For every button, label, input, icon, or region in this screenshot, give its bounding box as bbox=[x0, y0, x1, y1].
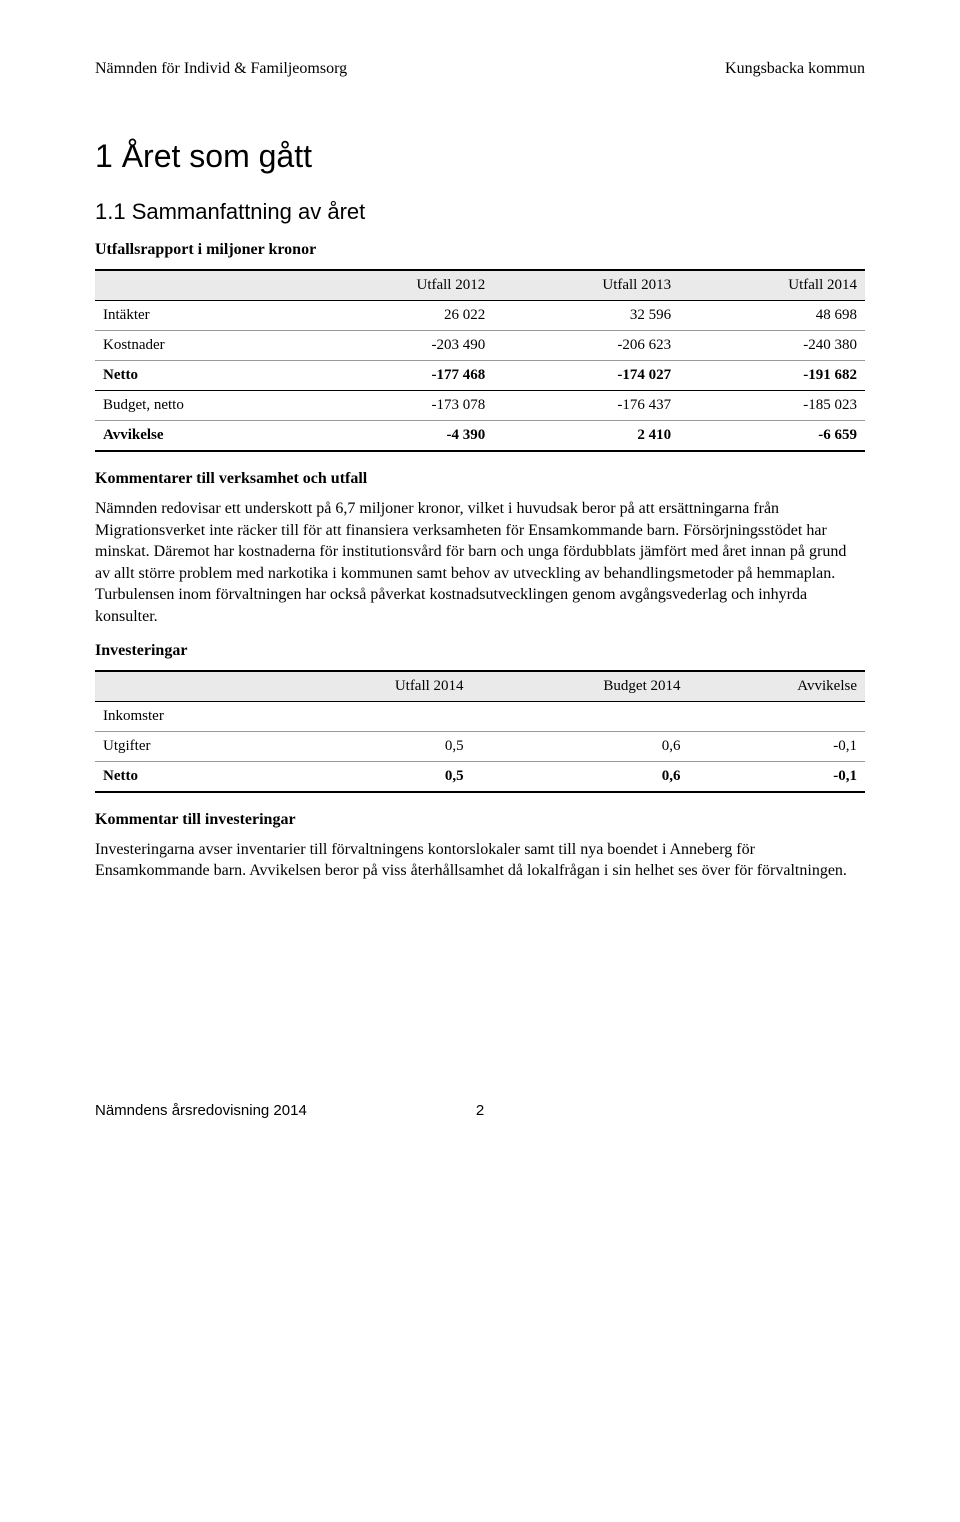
kommentar-invest-body: Investeringarna avser inventarier till f… bbox=[95, 839, 865, 882]
table-row: Budget, netto -173 078 -176 437 -185 023 bbox=[95, 391, 865, 421]
table-cell: -191 682 bbox=[679, 361, 865, 391]
table-cell: 0,5 bbox=[274, 761, 472, 792]
table-cell: Netto bbox=[95, 761, 274, 792]
table-cell: -185 023 bbox=[679, 391, 865, 421]
table-header-cell: Utfall 2014 bbox=[679, 270, 865, 301]
table-cell: Utgifter bbox=[95, 731, 274, 761]
table-cell: 0,5 bbox=[274, 731, 472, 761]
header-left: Nämnden för Individ & Familjeomsorg bbox=[95, 60, 347, 78]
table-cell: -206 623 bbox=[493, 331, 679, 361]
table-header-row: Utfall 2012 Utfall 2013 Utfall 2014 bbox=[95, 270, 865, 301]
table-row: Netto 0,5 0,6 -0,1 bbox=[95, 761, 865, 792]
table-header-cell: Utfall 2013 bbox=[493, 270, 679, 301]
table-cell: 0,6 bbox=[472, 761, 689, 792]
table-header-cell bbox=[95, 671, 274, 702]
footer-left: Nämndens årsredovisning 2014 bbox=[95, 1102, 307, 1119]
table-cell: Avvikelse bbox=[95, 421, 307, 452]
table-cell: -0,1 bbox=[689, 761, 865, 792]
table-cell: -4 390 bbox=[307, 421, 493, 452]
footer-page-number: 2 bbox=[476, 1102, 484, 1119]
table-cell: -176 437 bbox=[493, 391, 679, 421]
heading-1: 1 Året som gått bbox=[95, 138, 865, 175]
table-cell bbox=[472, 701, 689, 731]
table-row: Inkomster bbox=[95, 701, 865, 731]
utfall-table: Utfall 2012 Utfall 2013 Utfall 2014 Intä… bbox=[95, 269, 865, 452]
table-header-cell bbox=[95, 270, 307, 301]
table-header-cell: Utfall 2012 bbox=[307, 270, 493, 301]
table-row: Kostnader -203 490 -206 623 -240 380 bbox=[95, 331, 865, 361]
page-header: Nämnden för Individ & Familjeomsorg Kung… bbox=[95, 60, 865, 78]
table-cell bbox=[689, 701, 865, 731]
invest-table: Utfall 2014 Budget 2014 Avvikelse Inkoms… bbox=[95, 670, 865, 793]
table-cell: -240 380 bbox=[679, 331, 865, 361]
kommentarer-title: Kommentarer till verksamhet och utfall bbox=[95, 470, 865, 488]
table-row: Utgifter 0,5 0,6 -0,1 bbox=[95, 731, 865, 761]
table-cell: -177 468 bbox=[307, 361, 493, 391]
table-cell: -203 490 bbox=[307, 331, 493, 361]
investeringar-title: Investeringar bbox=[95, 642, 865, 660]
table-row: Netto -177 468 -174 027 -191 682 bbox=[95, 361, 865, 391]
table-cell: Inkomster bbox=[95, 701, 274, 731]
table-cell: -6 659 bbox=[679, 421, 865, 452]
table-cell: Intäkter bbox=[95, 301, 307, 331]
table-header-row: Utfall 2014 Budget 2014 Avvikelse bbox=[95, 671, 865, 702]
table-header-cell: Avvikelse bbox=[689, 671, 865, 702]
table-cell: 26 022 bbox=[307, 301, 493, 331]
utfall-section-title: Utfallsrapport i miljoner kronor bbox=[95, 241, 865, 259]
table-cell: Netto bbox=[95, 361, 307, 391]
table-cell: 48 698 bbox=[679, 301, 865, 331]
kommentarer-body: Nämnden redovisar ett underskott på 6,7 … bbox=[95, 498, 865, 628]
heading-2: 1.1 Sammanfattning av året bbox=[95, 199, 865, 225]
table-cell bbox=[274, 701, 472, 731]
table-cell: Kostnader bbox=[95, 331, 307, 361]
table-cell: -174 027 bbox=[493, 361, 679, 391]
table-header-cell: Utfall 2014 bbox=[274, 671, 472, 702]
table-header-cell: Budget 2014 bbox=[472, 671, 689, 702]
table-cell: -173 078 bbox=[307, 391, 493, 421]
table-cell: 32 596 bbox=[493, 301, 679, 331]
header-right: Kungsbacka kommun bbox=[725, 60, 865, 78]
table-cell: -0,1 bbox=[689, 731, 865, 761]
table-cell: 2 410 bbox=[493, 421, 679, 452]
table-cell: 0,6 bbox=[472, 731, 689, 761]
table-row: Avvikelse -4 390 2 410 -6 659 bbox=[95, 421, 865, 452]
kommentar-invest-title: Kommentar till investeringar bbox=[95, 811, 865, 829]
table-cell: Budget, netto bbox=[95, 391, 307, 421]
table-row: Intäkter 26 022 32 596 48 698 bbox=[95, 301, 865, 331]
page-footer: Nämndens årsredovisning 2014 2 bbox=[95, 1102, 865, 1119]
